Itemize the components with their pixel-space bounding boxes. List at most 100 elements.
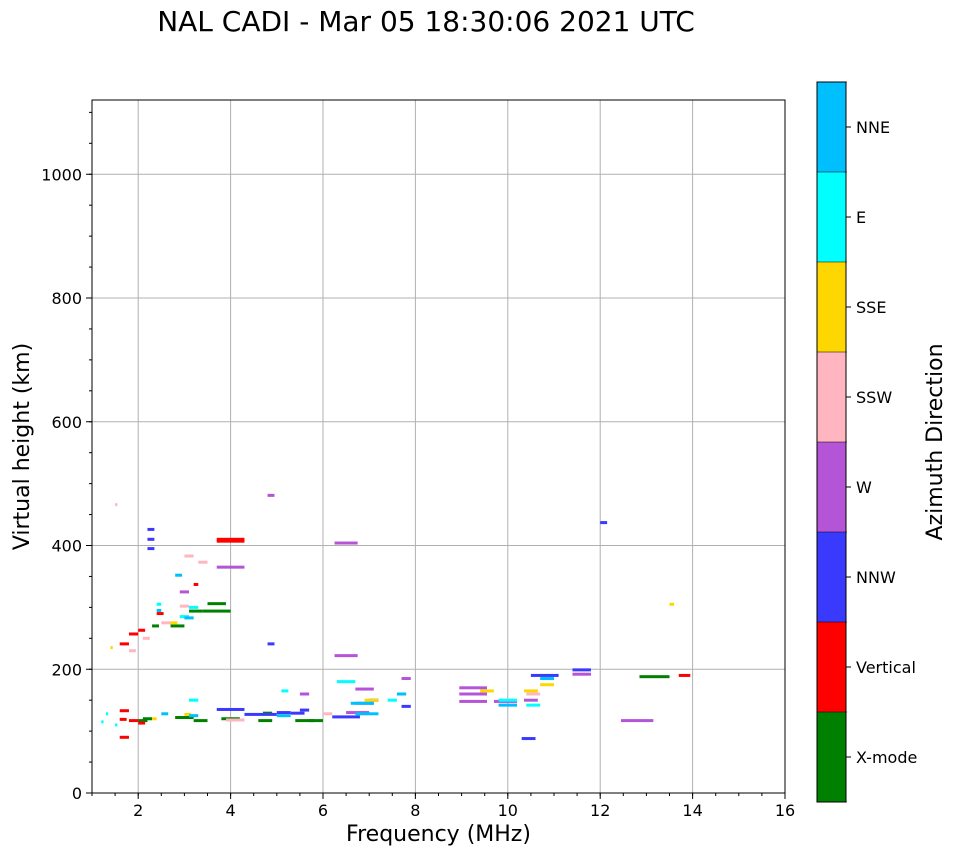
data-point [669,602,675,606]
y-tick-label: 0 [72,784,82,803]
data-point [639,675,670,679]
series-ssw [115,503,541,722]
data-marks [101,493,691,741]
data-point [526,692,541,696]
data-point [244,712,277,716]
data-point [142,636,150,640]
data-point [498,698,518,702]
data-point [258,719,273,723]
data-point [138,628,146,632]
data-point [299,692,310,696]
colorbar-tick-label: Vertical [856,658,916,677]
data-point [290,711,305,715]
colorbar-segment [817,172,846,262]
data-point [309,719,323,723]
y-axis-label: Virtual height (km) [10,343,35,550]
data-point [119,709,129,713]
data-point [189,605,199,609]
data-point [526,703,541,707]
data-point [355,687,374,691]
data-point [678,673,691,677]
data-point [189,714,199,718]
data-point [184,554,194,558]
series-nne [156,573,554,718]
colorbar-segment [817,442,846,532]
x-tick-label: 16 [775,801,795,820]
data-point [364,698,379,702]
data-point [142,717,153,721]
x-tick-label: 8 [410,801,420,820]
data-point [175,573,183,577]
data-point [179,590,190,594]
data-point [147,537,155,541]
data-point [170,624,185,628]
series-x-mode [138,602,670,723]
data-point [119,735,129,739]
y-axis: 0 200 400 600 800 1000 [41,111,92,803]
data-point [189,609,203,613]
data-point [156,602,162,606]
data-point [332,715,360,719]
data-point [336,680,356,684]
data-point [184,616,194,620]
colorbar-tick-label: E [856,208,866,227]
data-point [334,654,358,658]
data-point [161,712,169,716]
series-nnw [147,521,608,741]
data-point [152,624,159,628]
x-tick-label: 12 [590,801,610,820]
x-tick-label: 4 [226,801,236,820]
data-point [198,560,208,564]
data-point [193,582,199,586]
data-point [299,708,310,712]
data-point [147,547,155,551]
plot-area [92,100,785,793]
data-point [572,668,591,672]
data-point [101,720,104,724]
colorbar-tick-label: SSW [856,388,892,407]
data-point [459,699,488,703]
data-point [350,701,374,705]
data-point [138,719,148,723]
colorbar-tick-label: X-mode [856,748,917,767]
x-tick-label: 10 [498,801,518,820]
colorbar-tick-label: W [856,478,872,497]
data-point [128,632,139,636]
colorbar-segment [817,82,846,172]
colorbar-border [816,81,847,803]
x-tick-label: 14 [682,801,702,820]
colorbar-segment [817,532,846,622]
colorbar: X-mode Vertical NNW W SSW SSE E NNE [816,81,917,803]
y-tick-label: 800 [51,289,82,308]
data-point [147,527,155,531]
data-point [401,704,411,708]
data-point [521,737,536,741]
data-point [170,621,178,625]
colorbar-tick-label: SSE [856,298,886,317]
data-point [276,714,291,718]
data-point [193,719,208,723]
data-point [523,689,538,693]
data-point [156,612,164,616]
data-point [480,689,494,693]
data-point [216,707,245,711]
data-point [207,602,226,606]
x-axis-label: Frequency (MHz) [346,822,531,847]
colorbar-segment [817,712,846,802]
data-point [387,698,397,702]
colorbar-tick-label: NNW [856,568,896,587]
colorbar-segment [817,622,846,712]
data-point [523,698,538,702]
data-point [334,541,358,545]
data-point [401,677,411,681]
data-point [128,719,139,723]
data-point [216,539,245,543]
data-point [216,565,245,569]
data-point [138,721,146,725]
data-point [119,717,127,721]
data-point [355,712,379,716]
colorbar-tick-label: NNE [856,118,890,137]
data-point [184,712,192,716]
y-tick-label: 1000 [41,165,82,184]
